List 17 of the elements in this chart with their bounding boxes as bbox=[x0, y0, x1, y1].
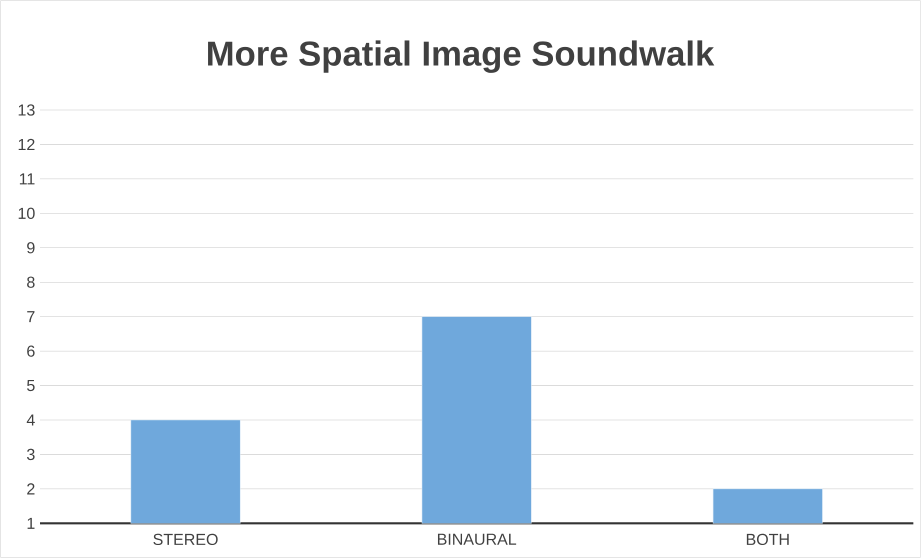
y-tick-label: 3 bbox=[27, 448, 35, 460]
y-tick-label: 11 bbox=[20, 173, 35, 184]
y-tick-label: 10 bbox=[18, 208, 35, 219]
y-tick-label: 7 bbox=[27, 311, 34, 322]
x-tick-label: STEREO bbox=[153, 534, 218, 546]
x-tick-label: BINAURAL bbox=[438, 534, 516, 545]
chart-title: More Spatial Image Soundwalk bbox=[208, 40, 714, 73]
y-tick-label: 5 bbox=[27, 380, 35, 392]
x-tick-label: BOTH bbox=[746, 534, 789, 546]
y-tick-label: 2 bbox=[27, 483, 34, 494]
y-tick-label: 6 bbox=[27, 345, 35, 357]
y-tick-label: 13 bbox=[18, 104, 35, 116]
y-tick-label: 8 bbox=[27, 276, 35, 288]
y-tick-label: 9 bbox=[27, 242, 35, 254]
y-tick-label: 4 bbox=[26, 414, 35, 426]
y-tick-label: 1 bbox=[28, 518, 35, 529]
y-tick-label: 12 bbox=[18, 138, 34, 150]
